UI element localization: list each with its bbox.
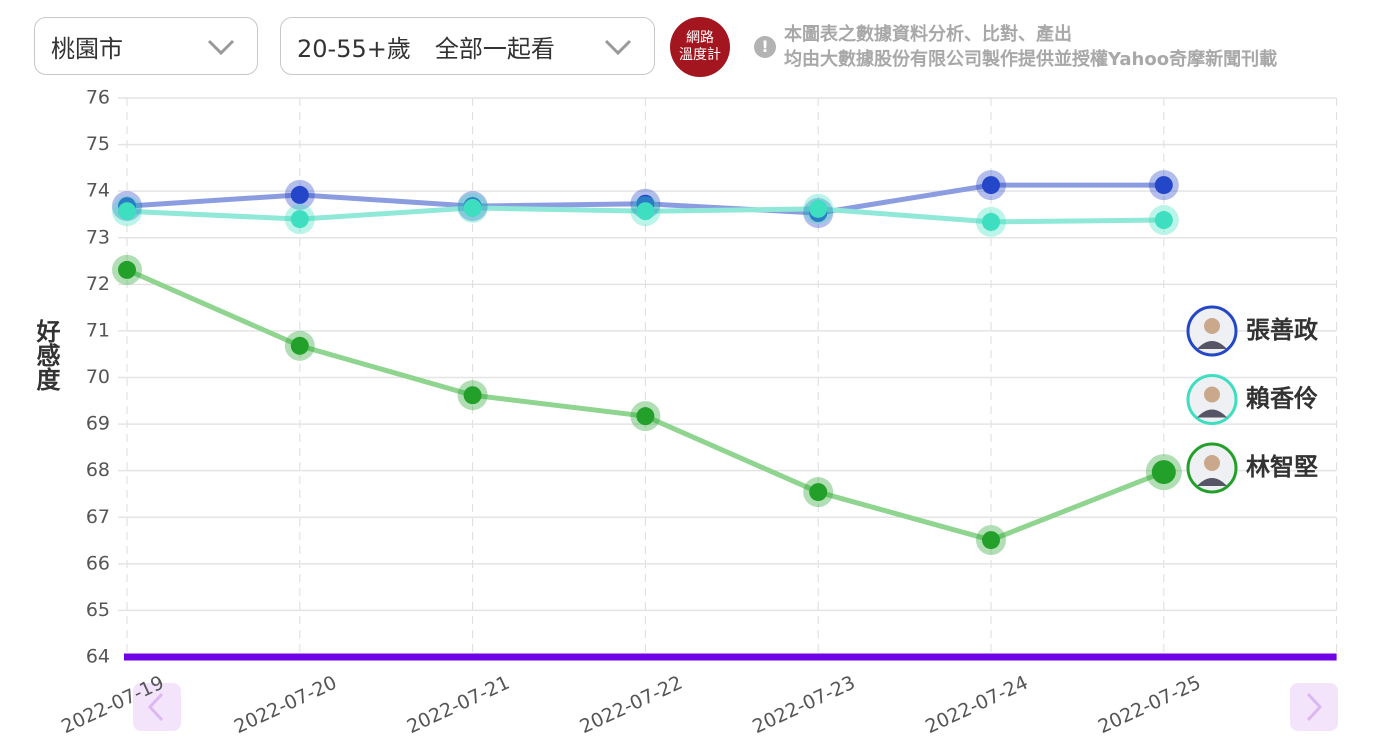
- next-button[interactable]: [1290, 683, 1338, 731]
- notice-line: 均由大數據股份有限公司製作提供並授權Yahoo奇摩新聞刊載: [784, 49, 1278, 70]
- legend-label: 林智堅: [1246, 453, 1318, 481]
- y-tick-label: 75: [86, 133, 110, 155]
- chevron: [604, 39, 632, 56]
- point: [809, 199, 828, 218]
- badge: 網路 溫度計: [670, 17, 730, 77]
- dropdown-label: 20-55+歲 全部一起看: [297, 34, 555, 63]
- point: [982, 531, 1000, 550]
- badge-text: 網路: [686, 30, 714, 46]
- legend-label: 賴香伶: [1246, 385, 1318, 413]
- point: [982, 212, 1000, 231]
- y-tick-label: 65: [86, 599, 110, 621]
- point: [290, 210, 309, 229]
- avatar-head: [1204, 318, 1220, 334]
- point: [636, 202, 655, 221]
- x-tick-label: 2022-07-23: [749, 672, 858, 739]
- y-axis-label: 好感度: [32, 319, 61, 392]
- y-tick-label: 76: [86, 87, 110, 109]
- point: [118, 260, 136, 279]
- info-icon: !: [754, 36, 776, 58]
- city-dropdown[interactable]: 桃園市: [34, 17, 258, 75]
- point: [982, 176, 1000, 195]
- avatar-head: [1204, 386, 1220, 403]
- prev-icon: [147, 692, 164, 722]
- y-tick-label: 69: [86, 413, 110, 435]
- avatar-body: [1197, 409, 1227, 418]
- point: [1154, 176, 1173, 195]
- notice-line: 本圖表之數據資料分析、比對、產出: [784, 24, 1072, 45]
- avatar-body: [1197, 341, 1227, 349]
- next-icon: [1306, 692, 1323, 722]
- y-tick-label: 71: [86, 319, 110, 341]
- y-tick-label: 64: [86, 646, 110, 668]
- point: [463, 198, 482, 217]
- prev-button[interactable]: [133, 683, 181, 731]
- x-tick-label: 2022-07-21: [404, 672, 513, 739]
- point: [463, 386, 482, 405]
- y-tick-label: 67: [86, 506, 110, 528]
- point: [1154, 211, 1173, 230]
- point: [290, 336, 309, 355]
- x-tick-label: 2022-07-20: [231, 672, 340, 739]
- y-tick-label: 68: [86, 459, 110, 481]
- avatar-head: [1204, 455, 1220, 471]
- point: [1151, 460, 1176, 485]
- x-tick-label: 2022-07-24: [922, 672, 1031, 739]
- y-tick-label: 70: [86, 366, 110, 388]
- x-tick-label: 2022-07-25: [1095, 672, 1204, 739]
- y-tick-label: 74: [86, 180, 110, 202]
- point: [290, 185, 309, 204]
- legend-label: 張善政: [1246, 316, 1318, 344]
- x-tick-label: 2022-07-22: [576, 672, 685, 739]
- avatar-body: [1197, 478, 1227, 486]
- point: [118, 202, 136, 221]
- y-tick-label: 73: [86, 226, 110, 248]
- age-dropdown[interactable]: 20-55+歲 全部一起看: [280, 17, 655, 75]
- point: [809, 483, 828, 502]
- y-tick-label: 66: [86, 552, 110, 574]
- notice: 本圖表之數據資料分析、比對、產出 均由大數據股份有限公司製作提供並授權Yahoo…: [784, 22, 1277, 72]
- dropdown-label: 桃園市: [51, 34, 123, 63]
- chevron: [207, 39, 235, 56]
- y-tick-label: 72: [86, 273, 110, 295]
- point: [636, 407, 655, 426]
- badge-text: 溫度計: [679, 47, 721, 63]
